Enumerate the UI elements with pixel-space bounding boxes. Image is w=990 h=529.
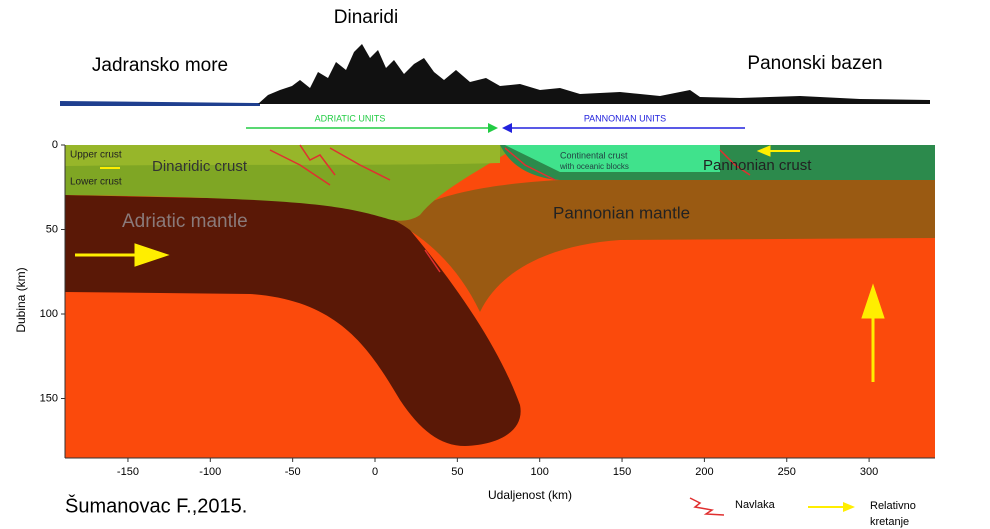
arrow-head: [488, 123, 498, 133]
region-label: Panonski bazen: [747, 53, 882, 74]
x-tick-label: 150: [613, 466, 631, 478]
x-tick-label: 100: [531, 466, 549, 478]
layer-label: Pannonian crust: [703, 157, 812, 174]
x-tick-label: -100: [199, 466, 221, 478]
figure: Dinaridi Jadransko more Panonski bazen A…: [0, 0, 990, 529]
layer-label: with oceanic blocks: [559, 162, 629, 171]
sea: [60, 101, 260, 106]
x-axis-label: Udaljenost (km): [488, 488, 572, 502]
x-tick-label: 50: [451, 466, 463, 478]
layer-label: Continental crust: [560, 150, 628, 160]
x-tick-label: 250: [778, 466, 796, 478]
source: Šumanovac F.,2015.: [65, 494, 247, 517]
x-tick-label: 300: [860, 466, 878, 478]
y-tick-label: 50: [46, 223, 58, 235]
y-tick-label: 150: [40, 392, 58, 404]
layer-label: Lower crust: [70, 177, 122, 188]
layer-label: Pannonian mantle: [553, 203, 690, 222]
layer-label: Upper crust: [70, 150, 122, 161]
region-label: Jadransko more: [92, 55, 228, 76]
layer-label: Dinaridic crust: [152, 158, 248, 175]
y-tick-label: 100: [40, 308, 58, 320]
legend-thrust-icon: [690, 498, 724, 515]
x-tick-label: 200: [695, 466, 713, 478]
arrow-head: [502, 123, 512, 133]
y-axis-label: Dubina (km): [14, 267, 28, 332]
unit-label: ADRIATIC UNITS: [315, 113, 386, 123]
legend-label: Navlaka: [735, 499, 776, 511]
unit-label: PANNONIAN UNITS: [584, 113, 666, 123]
title: Dinaridi: [334, 7, 398, 28]
y-tick-label: 0: [52, 139, 58, 151]
legend-label: Relativno: [870, 500, 916, 512]
x-tick-label: -50: [285, 466, 301, 478]
legend-label: kretanje: [870, 516, 909, 528]
arrow-head: [843, 502, 855, 512]
layer-label: Adriatic mantle: [122, 211, 248, 232]
x-tick-label: -150: [117, 466, 139, 478]
x-tick-label: 0: [372, 466, 378, 478]
